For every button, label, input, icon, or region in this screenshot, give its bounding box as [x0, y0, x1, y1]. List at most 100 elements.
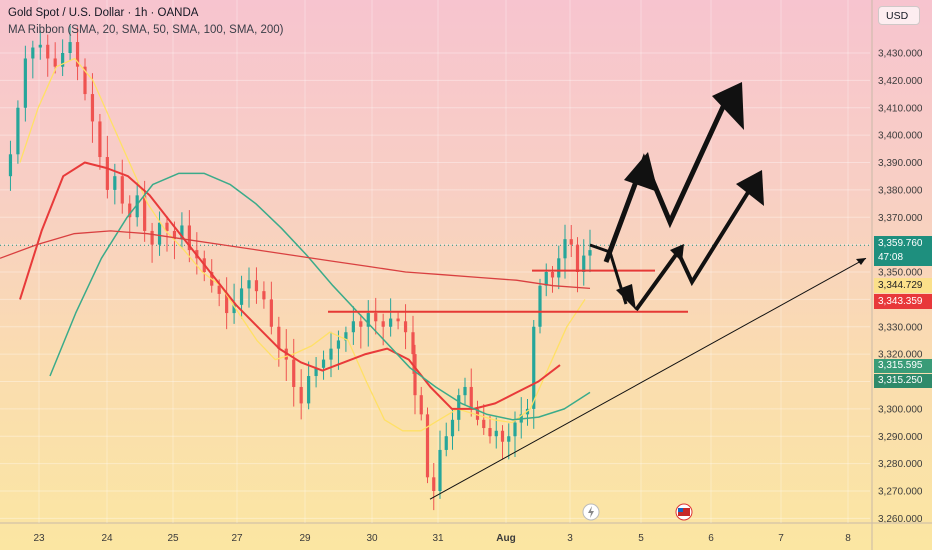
x-tick-label: 5 — [638, 533, 644, 544]
candle-body — [53, 58, 57, 67]
y-tick-label: 3,320.000 — [878, 350, 923, 361]
candle-body — [157, 222, 162, 245]
candle-body — [254, 280, 259, 292]
candle-body — [8, 154, 13, 177]
y-tick-label: 3,280.000 — [878, 459, 923, 470]
x-tick-label: 25 — [167, 533, 179, 544]
candle-body — [366, 313, 370, 327]
candle-body — [344, 332, 348, 341]
candle-body — [180, 225, 184, 240]
symbol-title: Gold Spot / U.S. Dollar · 1h · OANDA — [8, 7, 199, 19]
candle-body — [507, 436, 511, 442]
y-tick-label: 3,420.000 — [878, 76, 923, 87]
candle-body — [120, 176, 124, 204]
candle-body — [575, 244, 580, 272]
candle-body — [31, 47, 35, 59]
event-flag-canton — [678, 508, 683, 512]
ma-line-sma200 — [0, 230, 591, 290]
candle-body — [457, 395, 461, 420]
candle-body — [38, 44, 42, 48]
candle-body — [544, 272, 548, 286]
projection-path-upper — [603, 94, 731, 263]
projection-path-lower — [634, 184, 754, 312]
x-tick-label: 29 — [299, 533, 311, 544]
projection-arrowhead-upper — [712, 82, 744, 130]
candle-body — [75, 42, 80, 67]
event-flash-glyph — [588, 506, 594, 518]
candle-body — [16, 107, 20, 155]
candle-body — [165, 222, 169, 231]
candle-body — [563, 239, 567, 259]
currency-button[interactable]: USD — [878, 6, 920, 25]
candle-body — [217, 285, 221, 294]
candle-body — [488, 428, 492, 437]
trendline — [429, 257, 867, 500]
projection-peak-marker — [624, 152, 658, 192]
x-tick-label: 3 — [567, 533, 573, 544]
x-tick-label: 8 — [845, 533, 851, 544]
candle-body — [463, 386, 467, 396]
last-price-value: 3,359.760 — [878, 238, 923, 249]
candle-body — [588, 250, 592, 256]
candle-body — [336, 340, 341, 349]
candle-body — [500, 430, 505, 442]
candle-body — [569, 239, 573, 245]
candle-body — [143, 195, 147, 231]
candle-body — [98, 121, 102, 158]
candle-body — [359, 321, 363, 327]
candle-body — [419, 395, 423, 415]
candle-body — [413, 354, 417, 396]
ma-line-sma50 — [19, 161, 561, 410]
candle-body — [425, 414, 430, 478]
candle-body — [277, 326, 281, 349]
trendline-arrowhead — [856, 258, 866, 265]
ma-tag-c: 3,315.595 — [874, 359, 932, 373]
y-tick-label: 3,380.000 — [878, 185, 923, 196]
candle-body — [262, 291, 266, 300]
candle-body — [269, 299, 273, 327]
candle-body — [83, 66, 87, 95]
candle-body — [150, 230, 154, 245]
candle-body — [444, 436, 448, 450]
candle-body — [469, 386, 473, 409]
ma-tag-d: 3,315.250 — [874, 374, 932, 388]
projection-mid-marker — [670, 244, 684, 262]
last-price-tag: 3,359.760 47:08 — [874, 236, 932, 266]
x-tick-label: 31 — [432, 533, 444, 544]
candle-body — [232, 304, 236, 314]
candle-body — [23, 58, 27, 108]
candle-body — [68, 42, 72, 53]
candle-body — [351, 321, 355, 333]
candle-body — [494, 430, 498, 437]
projection-arrowhead-lower — [736, 170, 764, 206]
candle-body — [307, 376, 311, 404]
candle-body — [90, 94, 95, 122]
projection-arrowhead — [616, 284, 636, 310]
candle-body — [582, 255, 586, 272]
y-tick-label: 3,370.000 — [878, 213, 923, 224]
y-tick-label: 3,390.000 — [878, 158, 923, 169]
y-tick-label: 3,430.000 — [878, 49, 923, 60]
candle-body — [538, 285, 542, 327]
x-tick-label: 24 — [101, 533, 113, 544]
candle-body — [513, 422, 517, 437]
y-tick-label: 3,330.000 — [878, 322, 923, 333]
candle-body — [113, 176, 117, 190]
candle-body — [239, 288, 244, 305]
candle-body — [550, 272, 555, 278]
candle-body — [532, 326, 536, 409]
candle-body — [396, 318, 400, 322]
countdown-timer: 47:08 — [878, 252, 904, 263]
candle-body — [292, 359, 296, 387]
candle-body — [172, 230, 177, 240]
chart-header: Gold Spot / U.S. Dollar · 1h · OANDA MA … — [8, 5, 283, 39]
candle-body — [225, 293, 229, 314]
x-tick-label: 7 — [778, 533, 784, 544]
indicator-legend[interactable]: MA Ribbon (SMA, 20, SMA, 50, SMA, 100, S… — [8, 24, 284, 36]
candle-body — [438, 449, 442, 491]
candle-body — [381, 321, 385, 327]
x-tick-label: 23 — [33, 533, 45, 544]
candle-body — [432, 477, 436, 491]
y-tick-label: 3,400.000 — [878, 131, 923, 142]
